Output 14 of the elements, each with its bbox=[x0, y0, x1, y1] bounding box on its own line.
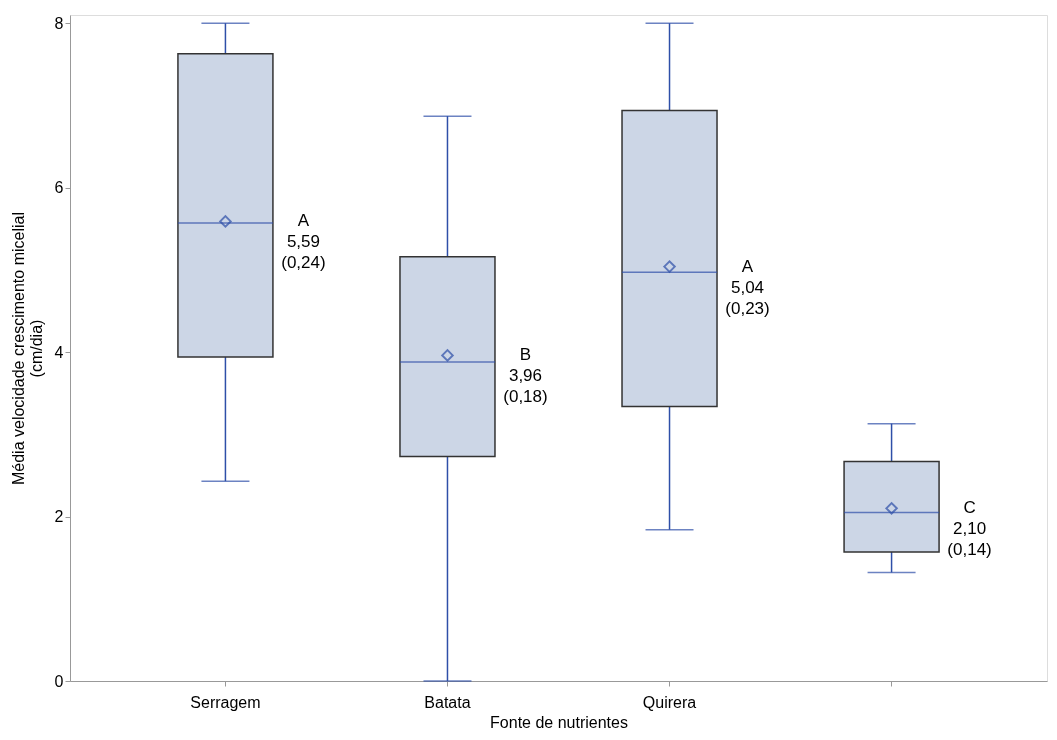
y-tick-label: 2 bbox=[54, 508, 64, 526]
annotation: A 5,59 (0,24) bbox=[281, 211, 326, 273]
y-tick-label: 4 bbox=[54, 343, 64, 361]
x-tick-label: Batata bbox=[424, 693, 471, 711]
annotation: C 2,10 (0,14) bbox=[947, 498, 992, 560]
x-tick-label: Quirera bbox=[642, 693, 697, 711]
y-axis-title: Média velocidade crescimento micelial (cm/dia) bbox=[9, 211, 45, 486]
annotation: A 5,04 (0,23) bbox=[725, 256, 770, 318]
x-tick-label: Serragem bbox=[190, 693, 261, 711]
x-axis-title: Fonte de nutrientes bbox=[490, 713, 628, 731]
y-tick-label: 6 bbox=[54, 179, 64, 197]
annotation: B 3,96 (0,18) bbox=[503, 345, 548, 407]
y-tick-label: 8 bbox=[54, 14, 64, 32]
y-tick-label: 0 bbox=[54, 672, 64, 690]
